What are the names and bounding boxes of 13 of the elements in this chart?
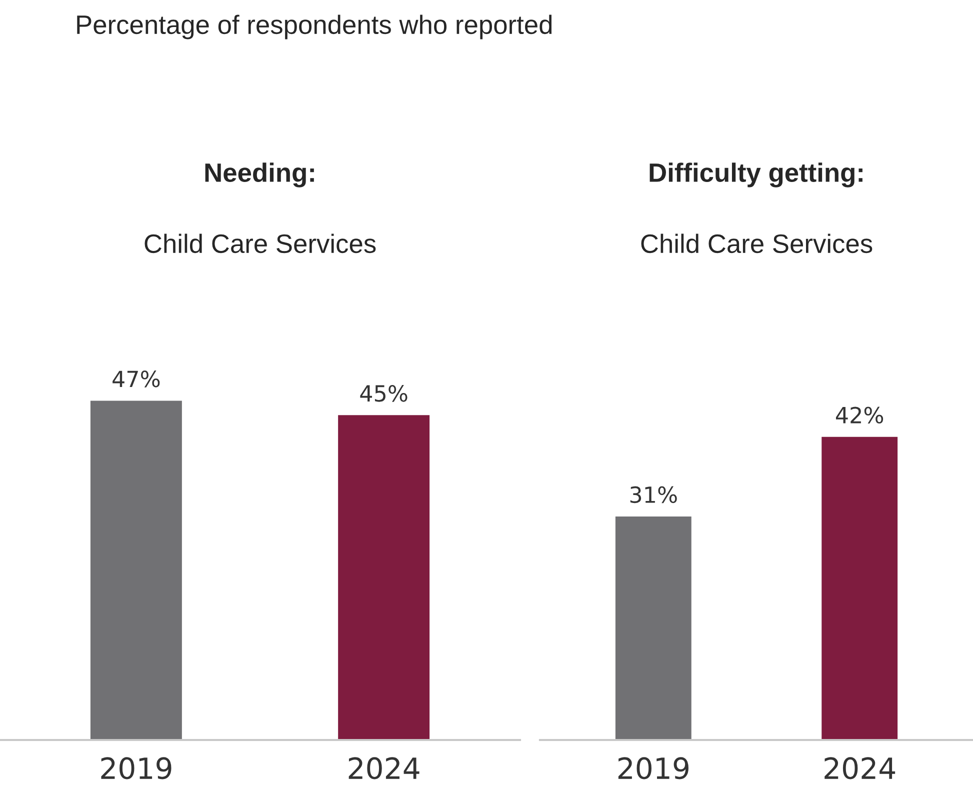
chart-title: Difficulty getting: xyxy=(650,162,862,188)
x-tick-label: 2024 xyxy=(824,757,896,780)
x-tick-label: 2024 xyxy=(348,757,420,780)
data-label: 31% xyxy=(630,486,677,504)
text: Percentage of respondents who reported xyxy=(77,14,552,40)
data-label: 42% xyxy=(836,406,884,424)
data-label: 45% xyxy=(360,385,408,402)
chart-subtitle: Child Care Services xyxy=(641,234,872,254)
data-label: 47% xyxy=(112,370,160,388)
chart-title: Needing: xyxy=(205,162,314,188)
x-tick-label: 2019 xyxy=(618,757,688,780)
chart-subtitle: Child Care Services xyxy=(144,234,376,254)
x-tick-label: 2019 xyxy=(101,757,172,780)
